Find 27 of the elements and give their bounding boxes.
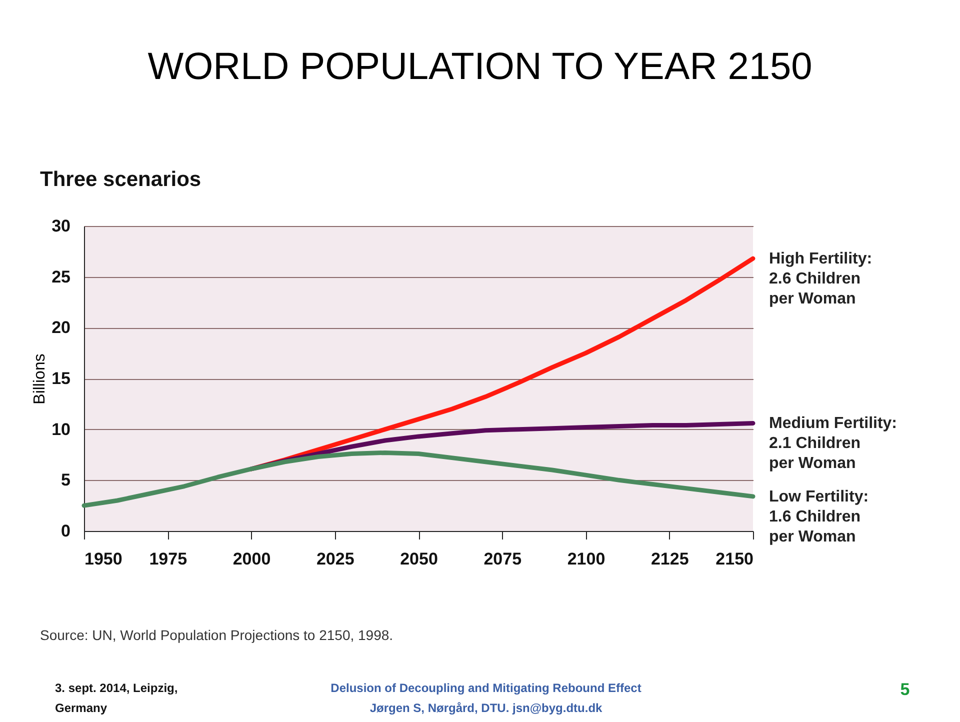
text: 3. sept. 2014, Leipzig, Germany: [55, 681, 178, 715]
text: 5: [900, 680, 910, 699]
x-tick-label: 1975: [149, 550, 188, 568]
x-tick-label: 2100: [567, 550, 606, 568]
y-tick-label: 5: [61, 470, 70, 490]
line-series: [82, 450, 756, 508]
y-tick-label: 10: [52, 420, 70, 439]
source-note: Source: UN, World Population Projections to 2150, 1998.: [40, 627, 394, 643]
y-tick-label: 0: [61, 522, 70, 540]
chart-title: WORLD POPULATION TO YEAR 2150: [148, 46, 812, 88]
x-tick-label: 2025: [316, 550, 354, 568]
series-label: Medium Fertility: 2.1 Children per Woman: [769, 415, 898, 472]
series-label: High Fertility: 2.6 Children per Woman: [769, 250, 872, 308]
series-label: Low Fertility: 1.6 Children per Woman: [769, 488, 869, 546]
x-tick-label: 1950: [84, 550, 122, 568]
y-tick-label: 15: [52, 369, 70, 388]
y-tick-label: 25: [52, 267, 70, 286]
x-tick-label: 2125: [650, 550, 689, 568]
x-tick-label: 2000: [232, 550, 271, 568]
chart-subtitle: Three scenarios: [40, 168, 202, 191]
text: Delusion of Decoupling and Mitigating Rebound Effect Jørgen S, Nørgård, DTU. jsn@byg.dtu.dk: [330, 681, 642, 715]
x-tick-label: 2075: [484, 550, 522, 568]
y-axis-title: Billions: [32, 354, 49, 404]
y-tick-label: 20: [52, 318, 70, 338]
y-tick-label: 30: [52, 216, 70, 236]
x-tick-label: 2050: [400, 550, 438, 568]
x-tick-label: 2150: [716, 550, 754, 568]
